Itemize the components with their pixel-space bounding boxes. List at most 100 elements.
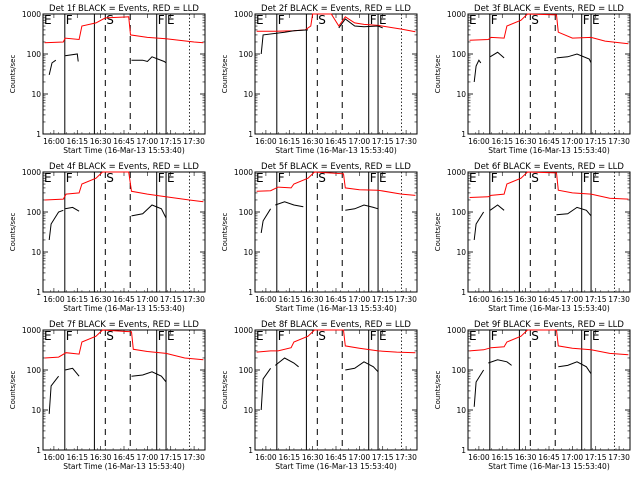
x-tick-label: 16:15 [66,137,88,146]
series-events [473,369,485,407]
y-tick-label: 1000 [447,326,466,335]
panel-title: Det 9f BLACK = Events, RED = LLD [474,320,624,330]
x-tick-label: 16:15 [66,453,88,462]
y-tick-label: 100 [27,366,42,375]
marker-label: S [106,13,114,27]
plot-frame [42,13,206,135]
marker-label: E [592,171,600,185]
x-tick-label: 17:15 [372,137,394,146]
x-tick-label: 17:30 [395,295,417,304]
x-tick-label: 16:30 [302,295,324,304]
marker-label: E [379,13,387,27]
series-events [338,18,383,29]
x-tick-label: 16:30 [90,295,112,304]
x-tick-label: 17:00 [349,137,371,146]
x-tick-label: 17:30 [608,453,630,462]
x-tick-label: 16:45 [538,295,560,304]
x-axis-label: Start Time (16-Mar-13 15:53:40) [275,304,397,313]
x-tick-label: 17:00 [137,453,159,462]
x-tick-label: 16:00 [255,295,277,304]
x-tick-label: 17:15 [372,295,394,304]
y-tick-label: 10 [456,406,466,415]
x-tick-label: 16:00 [255,137,277,146]
y-axis-label: Counts/sec [9,55,17,94]
y-tick-label: 1 [461,288,466,297]
x-tick-label: 17:15 [585,453,607,462]
y-tick-label: 100 [27,50,42,59]
x-tick-label: 16:45 [325,453,347,462]
series-events [260,208,272,233]
plot-frame [42,171,206,293]
plot-frame [42,329,206,451]
series-events [65,53,79,62]
marker-label: E [379,329,387,343]
x-tick-label: 16:30 [515,137,537,146]
x-tick-label: 17:00 [562,137,584,146]
y-tick-label: 1000 [22,10,41,19]
series-lld [44,329,204,361]
plot-frame [254,171,418,293]
marker-label: E [167,171,175,185]
x-tick-label: 16:15 [278,453,300,462]
series-lld [469,329,629,356]
y-axis-label: Counts/sec [9,371,17,410]
panel-title: Det 8f BLACK = Events, RED = LLD [261,320,411,330]
x-tick-label: 17:00 [562,295,584,304]
marker-label: F [278,171,285,185]
x-tick-label: 17:15 [160,295,182,304]
marker-label: S [318,171,326,185]
x-tick-label: 16:15 [66,295,88,304]
y-tick-label: 1 [36,446,41,455]
marker-label: F [370,13,377,27]
x-tick-label: 16:45 [113,295,135,304]
y-tick-label: 100 [239,208,254,217]
x-tick-label: 16:30 [90,453,112,462]
panel-title: Det 3f BLACK = Events, RED = LLD [474,4,624,14]
series-events [488,359,512,366]
series-events [275,201,304,208]
series-events [345,361,379,373]
panel-det-8: Det 8f BLACK = Events, RED = LLD 1 10 100 10… [221,320,418,471]
y-tick-label: 1 [36,130,41,139]
series-events [489,204,505,211]
y-tick-label: 1 [461,446,466,455]
y-tick-label: 10 [456,248,466,257]
panel-det-4: Det 4f BLACK = Events, RED = LLD 1 10 100 10… [9,162,206,313]
x-tick-label: 16:00 [468,453,490,462]
x-tick-label: 17:00 [137,295,159,304]
x-axis-label: Start Time (16-Mar-13 15:53:40) [275,146,397,155]
series-events [131,204,167,219]
y-tick-label: 10 [243,90,253,99]
marker-label: F [583,171,590,185]
marker-label: F [158,329,165,343]
marker-label: F [158,13,165,27]
marker-label: F [491,329,498,343]
series-events [558,361,592,375]
panel-det-6: Det 6f BLACK = Events, RED = LLD 1 10 100 10… [434,162,631,313]
x-tick-label: 17:30 [183,295,205,304]
series-events [131,371,167,383]
y-axis-label: Counts/sec [434,213,442,252]
panel-det-5: Det 5f BLACK = Events, RED = LLD 1 10 100 10… [221,162,418,313]
y-tick-label: 1000 [22,168,41,177]
series-events [556,53,592,64]
series-lld [256,171,416,196]
y-axis-label: Counts/sec [221,371,229,410]
y-tick-label: 1000 [447,168,466,177]
y-tick-label: 10 [31,90,41,99]
series-events [274,357,299,368]
x-tick-label: 17:15 [372,453,394,462]
y-axis-label: Counts/sec [221,213,229,252]
series-events [260,29,309,55]
x-axis-label: Start Time (16-Mar-13 15:53:40) [488,462,610,471]
panel-title: Det 2f BLACK = Events, RED = LLD [261,4,411,14]
x-tick-label: 16:30 [515,295,537,304]
x-tick-label: 16:00 [43,137,65,146]
series-events [345,204,379,211]
marker-label: E [256,13,264,27]
x-tick-label: 17:00 [137,137,159,146]
x-tick-label: 16:30 [515,453,537,462]
panel-title: Det 7f BLACK = Events, RED = LLD [49,320,199,330]
x-tick-label: 17:15 [585,137,607,146]
series-events [489,51,505,59]
